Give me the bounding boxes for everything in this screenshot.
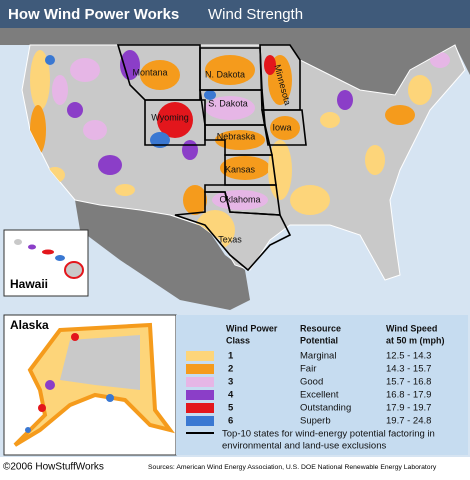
legend-speed: 16.8 - 17.9 — [386, 390, 431, 401]
legend-swatch — [186, 364, 214, 374]
legend-swatch — [186, 416, 214, 426]
legend-class: 1 — [228, 351, 234, 362]
wind-area — [38, 404, 46, 412]
note: Top-10 states for wind-energy potential … — [222, 429, 435, 440]
footer-bar — [0, 457, 470, 475]
wind-area — [120, 50, 140, 80]
wind-area — [220, 156, 270, 180]
wind-area — [320, 112, 340, 128]
legend-header: Wind Power — [226, 323, 278, 333]
island — [28, 244, 36, 250]
wind-area — [106, 394, 114, 402]
legend-swatch — [186, 390, 214, 400]
state-label: Texas — [218, 234, 242, 244]
legend-speed: 15.7 - 16.8 — [386, 377, 431, 388]
legend-class: 6 — [228, 416, 233, 427]
legend-potential: Fair — [300, 364, 316, 375]
legend-header: Class — [226, 335, 250, 345]
legend-speed: 14.3 - 15.7 — [386, 364, 431, 375]
wind-area — [365, 145, 385, 175]
sources: Sources: American Wind Energy Associatio… — [148, 464, 437, 471]
wind-area — [264, 55, 276, 75]
wind-area — [71, 333, 79, 341]
wind-area — [25, 427, 31, 433]
wind-area — [30, 50, 50, 110]
wind-area — [70, 58, 100, 82]
alaska-label: Alaska — [10, 318, 49, 332]
wind-area — [183, 185, 207, 215]
wind-area — [182, 140, 198, 160]
island — [14, 239, 22, 245]
legend-panel — [176, 315, 468, 455]
title: How Wind Power Works — [8, 6, 179, 23]
subtitle: Wind Strength — [208, 6, 303, 23]
island — [42, 249, 54, 255]
state-label: N. Dakota — [205, 69, 245, 79]
state-label: Kansas — [225, 164, 256, 174]
wind-area — [270, 116, 300, 140]
island — [64, 261, 84, 279]
hawaii-islands — [14, 239, 84, 279]
legend-class: 4 — [228, 390, 234, 401]
state-label: Wyoming — [151, 112, 188, 122]
legend-speed: 12.5 - 14.3 — [386, 351, 431, 362]
wind-area — [67, 102, 83, 118]
state-label: S. Dakota — [208, 98, 248, 108]
legend-swatch — [186, 377, 214, 387]
state-border — [174, 191, 292, 272]
state-label: Oklahoma — [219, 194, 260, 204]
wind-area — [268, 140, 292, 200]
state-border — [261, 109, 307, 146]
wind-area — [140, 60, 180, 90]
island — [55, 255, 65, 261]
state-label: Iowa — [272, 122, 291, 132]
wind-area — [98, 155, 122, 175]
wind-area — [157, 102, 193, 138]
wind-area — [204, 90, 216, 100]
legend-header: Wind Speed — [386, 323, 437, 333]
wind-area — [337, 90, 353, 110]
legend-potential: Superb — [300, 416, 331, 427]
wind-area — [215, 130, 265, 150]
wind-area — [205, 96, 255, 120]
state-border — [259, 44, 301, 111]
legend-potential: Outstanding — [300, 403, 351, 414]
legend-header: Potential — [300, 335, 338, 345]
legend-swatch — [186, 403, 214, 413]
wind-area — [150, 132, 170, 148]
wind-area — [83, 120, 107, 140]
legend-speed: 17.9 - 19.7 — [386, 403, 431, 414]
legend-header: Resource — [300, 323, 341, 333]
wind-area — [205, 55, 255, 85]
wind-area — [385, 105, 415, 125]
hawaii-label: Hawaii — [10, 277, 48, 291]
wind-area — [408, 75, 432, 105]
legend-swatch — [186, 351, 214, 361]
legend-class: 5 — [228, 403, 234, 414]
wind-areas — [30, 50, 450, 250]
alaska-interior — [60, 335, 140, 390]
legend-potential: Excellent — [300, 390, 339, 401]
note: environmental and land-use exclusions — [222, 441, 386, 452]
legend-header: at 50 m (mph) — [386, 335, 445, 345]
state-label: Nebraska — [217, 131, 256, 141]
legend-class: 3 — [228, 377, 233, 388]
wind-area — [290, 185, 330, 215]
state-label: Montana — [132, 67, 167, 77]
alaska-wind — [25, 333, 114, 433]
legend-speed: 19.7 - 24.8 — [386, 416, 431, 427]
wind-area — [45, 55, 55, 65]
legend-class: 2 — [228, 364, 233, 375]
top-states — [116, 44, 307, 272]
legend-potential: Good — [300, 377, 323, 388]
wind-area — [52, 75, 68, 105]
legend-potential: Marginal — [300, 351, 336, 362]
state-border — [144, 99, 206, 146]
copyright: ©2006 HowStuffWorks — [3, 462, 104, 473]
header-bar — [0, 0, 470, 28]
wind-area — [115, 184, 135, 196]
wind-area — [45, 380, 55, 390]
